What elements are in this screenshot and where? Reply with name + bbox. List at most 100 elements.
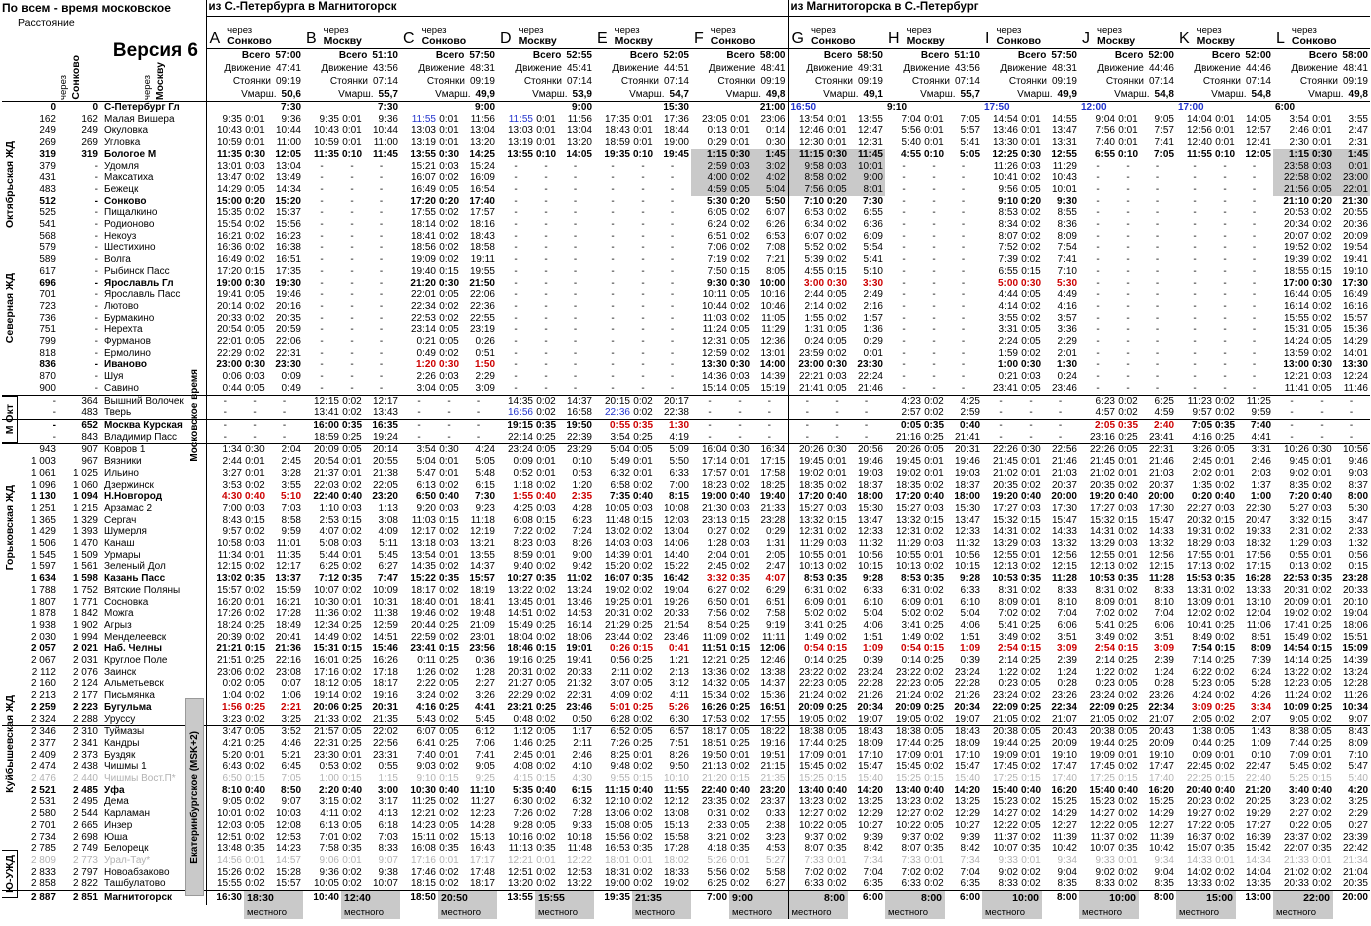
stop-duration-cell: 0:05	[924, 819, 944, 831]
timezone-cell	[186, 312, 207, 325]
stop-duration-cell: 0:05	[1312, 324, 1332, 336]
stop-duration-cell: 0:02	[827, 608, 847, 620]
stop-duration-cell: 0:02	[924, 761, 944, 773]
stop-duration-cell: 0:25	[341, 701, 362, 713]
arrival-cell: 1:49	[787, 631, 826, 644]
departure-cell: 5:50	[765, 195, 786, 207]
stop-duration-cell: 0:02	[1312, 526, 1332, 538]
arrival-cell: 0:27	[707, 526, 727, 538]
arrival-cell: 16:14	[1283, 300, 1309, 312]
arrival-cell: 15:20	[604, 561, 630, 573]
departure-cell: -	[1155, 347, 1160, 359]
arrival-cell: 12:55	[1089, 549, 1115, 561]
station-name-cell: Ковров 1	[104, 444, 146, 456]
station-row: 2 324 2 288 Уруссу 3:23 0:02 3:25 21:33 0:02 21:…	[2, 713, 1370, 727]
departure-cell: 7:05	[960, 113, 980, 125]
train-letter: J	[1082, 30, 1090, 47]
arrival-cell: 7:58	[319, 843, 339, 855]
dist-sonkovo-cell: 249	[39, 125, 56, 137]
departure-cell: 9:03	[1348, 467, 1368, 479]
run-time: Движение 45:41	[515, 63, 592, 74]
stop-duration-cell: 0:03	[1021, 371, 1041, 383]
station-name-cell: Шуя	[104, 371, 124, 383]
arrival-cell: 21:05	[982, 713, 1020, 727]
stop-duration-cell: -	[1223, 160, 1227, 172]
stop-duration-cell: 0:02	[632, 713, 654, 727]
stop-duration-cell: 0:01	[730, 549, 750, 561]
arrival-cell: -	[1193, 219, 1197, 231]
stop-duration-cell: 0:05	[827, 289, 847, 301]
stop-duration-cell: 0:40	[1117, 491, 1138, 503]
stop-duration-cell: 0:10	[1117, 148, 1138, 160]
arrival-cell: 22:27	[1186, 502, 1212, 514]
arrival-cell: 21:41	[787, 382, 826, 396]
arrival-cell: 20:09	[895, 701, 921, 713]
arrival-cell: 23:21	[507, 701, 533, 713]
arrival-cell: 17:16	[410, 855, 436, 866]
dist-moskva-cell: -	[60, 382, 102, 396]
departure-cell: 12:59	[372, 619, 398, 631]
arrival-cell: 7:02	[998, 608, 1018, 620]
arrival-cell: 17:09	[895, 749, 921, 761]
departure-cell: -	[848, 431, 885, 445]
departure-cell: 5:04	[863, 608, 883, 620]
stop-duration-cell: 0:40	[1020, 491, 1041, 503]
stop-duration-cell: 0:25	[730, 655, 750, 667]
stop-duration-cell: 0:35	[729, 573, 750, 585]
arrival-cell: 11:03	[411, 514, 436, 526]
stop-duration-cell: -	[932, 160, 936, 172]
arrival-cell: 10:44	[701, 300, 727, 312]
stop-duration-cell: -	[1223, 230, 1227, 242]
stop-duration-cell: 0:15	[439, 773, 459, 785]
arrival-cell: 17:35	[604, 113, 630, 125]
arrival-cell: 19:00	[216, 277, 242, 289]
stop-duration-cell: 0:02	[1020, 713, 1042, 727]
departure-cell: -	[961, 172, 966, 184]
departure-cell: 15:30	[857, 502, 883, 514]
departure-cell: 16:43	[469, 843, 495, 855]
station-row: 2 030 1 994 Менделеевск 20:39 0:02 20:41 14:49…	[2, 631, 1370, 644]
stop-duration-cell: 0:02	[730, 808, 750, 820]
arrival-cell: 7:35	[609, 491, 630, 503]
stop-duration-cell: 0:02	[342, 526, 362, 538]
stop-duration-cell: -	[350, 359, 354, 371]
arrival-cell: 16:07	[604, 573, 630, 585]
arrival-cell: 12:51	[507, 866, 533, 878]
arrival-cell: 0:02	[222, 678, 242, 690]
departure-cell: -	[573, 172, 578, 184]
arrival-cell: 14:23	[410, 819, 436, 831]
stop-duration-cell: 0:40	[244, 491, 265, 503]
stop-duration-cell: 0:10	[923, 148, 944, 160]
arrival-cell: -	[1096, 312, 1100, 324]
arrival-cell	[594, 102, 632, 114]
departure-cell: -	[751, 407, 788, 420]
departure-cell: 6:06	[1154, 619, 1174, 631]
departure-cell: 7:41	[1154, 137, 1174, 149]
arrival-cell: 19:20	[992, 491, 1018, 503]
arrival-cell: -	[1079, 382, 1117, 396]
departure-cell: 14:37	[760, 678, 786, 690]
arrival-cell: -	[902, 371, 906, 383]
local-label-cell: местного	[1079, 905, 1139, 920]
via-name: Сонково	[996, 35, 1042, 47]
stop-duration-cell: -	[341, 382, 363, 396]
departure-cell: 4:09	[378, 526, 398, 538]
departure-cell: 11:18	[470, 514, 495, 526]
arrival-cell: 17:26	[216, 608, 242, 620]
departure-cell: -	[864, 419, 869, 431]
departure-cell: 17:18	[372, 666, 398, 678]
arrival-cell: 6:31	[901, 584, 921, 596]
stop-duration-cell: 0:02	[1215, 690, 1235, 702]
dist-moskva-cell: -	[94, 242, 98, 254]
dist-moskva-cell: -	[94, 160, 98, 172]
stop-duration-cell: 0:02	[730, 608, 750, 620]
departure-cell: 7:08	[766, 242, 786, 254]
stop-duration-cell: 0:01	[924, 113, 944, 125]
arrival-cell: -	[611, 230, 615, 242]
stop-duration-cell: 0:01	[1215, 749, 1235, 761]
departure-cell: 21:03	[1148, 467, 1174, 479]
departure-cell: 21:41	[945, 431, 982, 445]
station-name-cell: Белорецк	[104, 843, 149, 855]
stop-duration-cell: 0:05	[245, 336, 265, 348]
dist-sonkovo-cell: 2 531	[30, 796, 56, 808]
